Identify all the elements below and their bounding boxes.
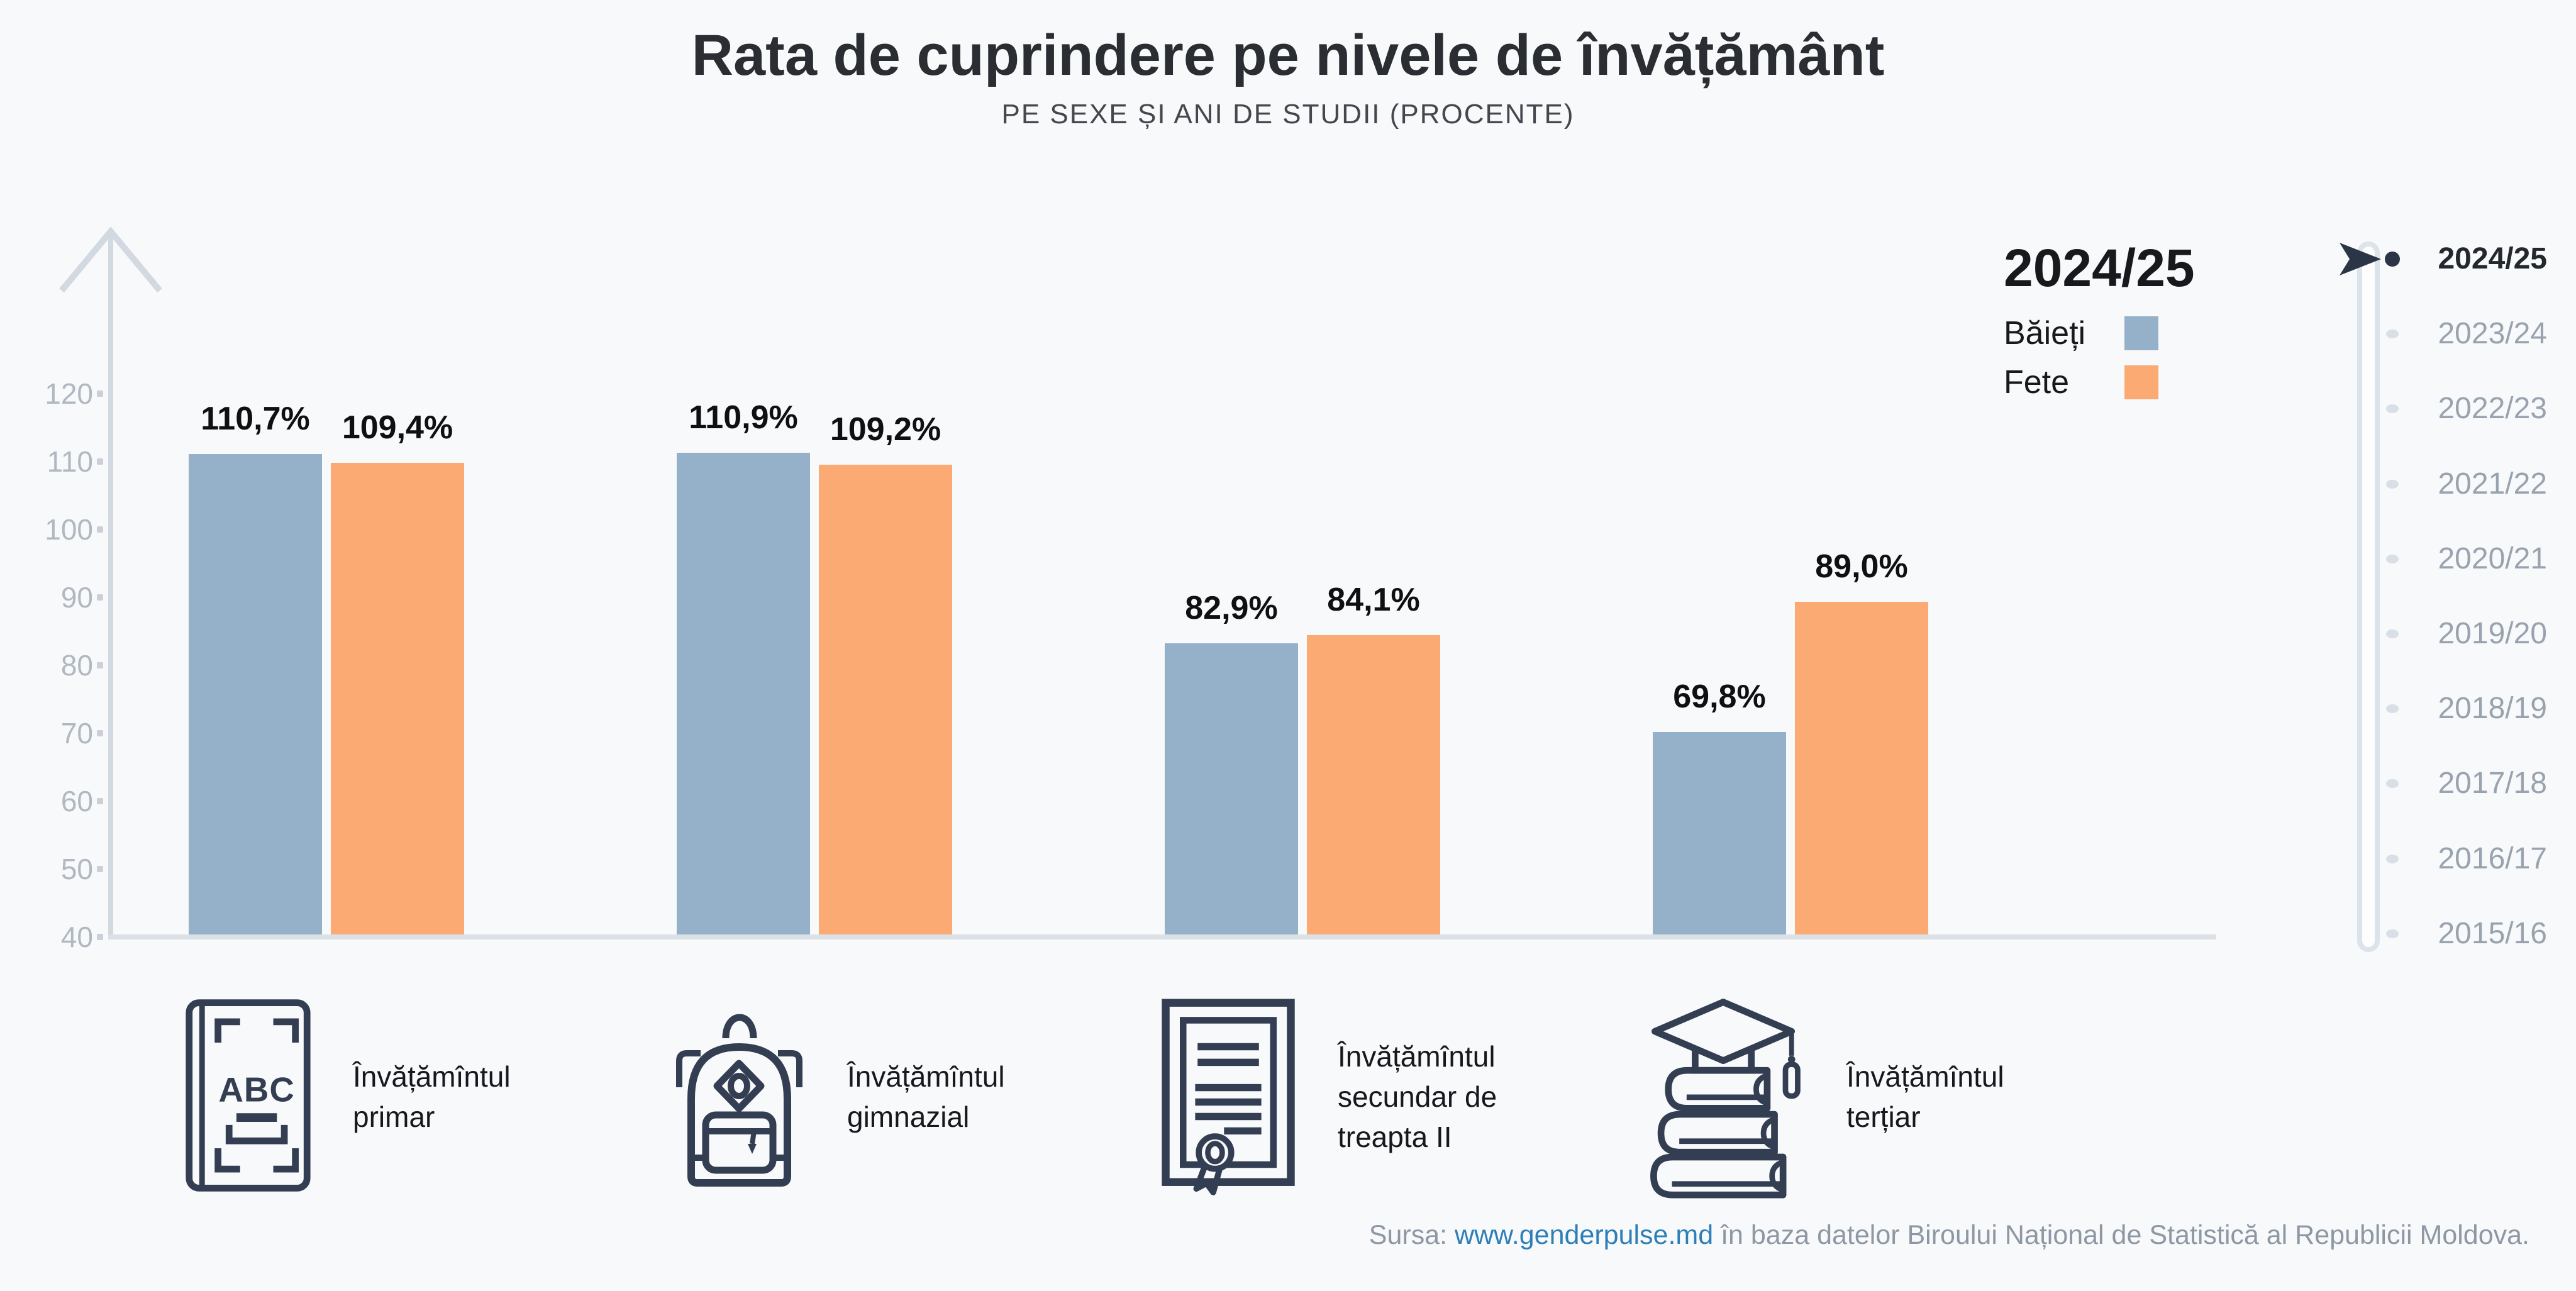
year-dot[interactable] [2386,855,2399,863]
bar-băieți-3[interactable] [1165,643,1298,934]
level-group-2: Învățămîntul gimnazial [672,996,1005,1197]
y-tick-mark [97,458,103,465]
source-link[interactable]: www.genderpulse.md [1455,1220,1714,1250]
bar-băieți-2[interactable] [677,453,810,934]
level-label: Învățămîntul terțiar [1846,1060,2004,1133]
bar-băieți-4[interactable] [1653,732,1786,934]
legend-item-băieți: Băieți [2004,316,2158,351]
legend-selected-year: 2024/25 [2004,238,2195,297]
year-timeline-cursor-icon[interactable] [2340,243,2381,275]
source-note: Sursa: www.genderpulse.md în baza datelo… [1369,1220,2529,1251]
level-label: Învățămîntul gimnazial [847,1060,1005,1133]
year-item-2023-24[interactable]: 2023/24 [2438,317,2547,350]
year-item-2024-25[interactable]: 2024/25 [2438,242,2547,275]
source-prefix: Sursa: [1368,1220,1455,1250]
bar-fete-2[interactable] [819,465,952,934]
level-group-4: Învățămîntul terțiar [1641,996,2004,1199]
year-dot[interactable] [2386,704,2399,713]
year-item-2016-17[interactable]: 2016/17 [2438,842,2547,875]
bar-băieți-1[interactable] [189,454,322,934]
backpack-icon [672,992,807,1202]
y-tick-label: 60 [60,785,93,817]
year-item-2019-20[interactable]: 2019/20 [2438,617,2547,650]
y-tick-label: 100 [45,513,93,546]
level-label: Învățămîntul secundar de treapta II [1338,1040,1497,1153]
year-dot[interactable] [2386,404,2399,413]
books-graduation-icon [1641,992,1806,1202]
y-tick-mark [97,662,103,668]
year-item-2015-16[interactable]: 2015/16 [2438,917,2547,950]
x-axis [108,934,2216,939]
legend-swatch [2124,365,2158,399]
y-tick-label: 110 [47,445,93,478]
year-item-2018-19[interactable]: 2018/19 [2438,692,2547,725]
year-dot[interactable] [2386,929,2399,938]
diploma-icon [1159,995,1297,1199]
bar-value-label: 89,0% [1815,548,1908,585]
y-tick-mark [97,934,103,940]
page-title: Rata de cuprindere pe nivele de învățămâ… [691,23,1885,87]
year-dot[interactable] [2386,330,2399,338]
bar-value-label: 110,7% [201,401,310,437]
y-tick-label: 80 [60,649,93,682]
y-tick-mark [97,798,103,804]
y-tick-label: 90 [60,581,93,614]
legend-item-fete: Fete [2004,365,2158,400]
legend-item-label: Fete [2004,364,2070,401]
year-item-2020-21[interactable]: 2020/21 [2438,542,2547,575]
page-subtitle: PE SEXE ȘI ANI DE STUDII (PROCENTE) [1001,99,1575,130]
year-item-2021-22[interactable]: 2021/22 [2438,467,2547,501]
bar-value-label: 110,9% [689,399,798,436]
year-dot[interactable] [2385,252,2400,267]
year-item-2022-23[interactable]: 2022/23 [2438,392,2547,425]
bar-fete-4[interactable] [1795,602,1928,934]
year-item-2017-18[interactable]: 2017/18 [2438,767,2547,800]
legend-swatch [2124,316,2158,350]
year-dot[interactable] [2386,555,2399,563]
year-dot[interactable] [2386,779,2399,788]
source-suffix: în baza datelor Biroului Național de Sta… [1713,1220,2529,1250]
svg-text:ABC: ABC [218,1070,294,1109]
bar-value-label: 109,4% [341,409,453,446]
year-dot[interactable] [2386,629,2399,638]
year-dot[interactable] [2386,480,2399,489]
legend-item-label: Băieți [2004,315,2086,352]
bar-fete-3[interactable] [1307,635,1440,934]
bar-value-label: 84,1% [1327,582,1420,618]
y-tick-label: 70 [60,717,93,750]
year-timeline-track[interactable] [2357,241,2380,952]
y-axis [108,230,113,937]
y-tick-mark [97,526,103,533]
level-group-1: ABC Învățămîntul primar [184,996,511,1197]
header: Rata de cuprindere pe nivele de învățămâ… [0,23,2576,130]
y-tick-mark [97,594,103,601]
bar-value-label: 69,8% [1673,679,1766,715]
level-label: Învățămîntul primar [353,1060,511,1133]
y-tick-label: 50 [60,853,93,885]
y-tick-mark [97,866,103,872]
abc-book-icon: ABC [184,995,313,1199]
legend: 2024/25 Băieți Fete [2004,236,2195,414]
y-tick-label: 40 [60,921,93,953]
level-group-3: Învățămîntul secundar de treapta II [1159,996,1497,1197]
y-tick-label: 120 [45,377,93,410]
y-tick-mark [97,391,103,397]
y-tick-mark [97,730,103,736]
legend-rows: Băieți Fete [2004,316,2158,400]
bar-value-label: 109,2% [830,411,941,448]
bar-fete-1[interactable] [331,463,464,934]
bar-value-label: 82,9% [1185,590,1278,626]
